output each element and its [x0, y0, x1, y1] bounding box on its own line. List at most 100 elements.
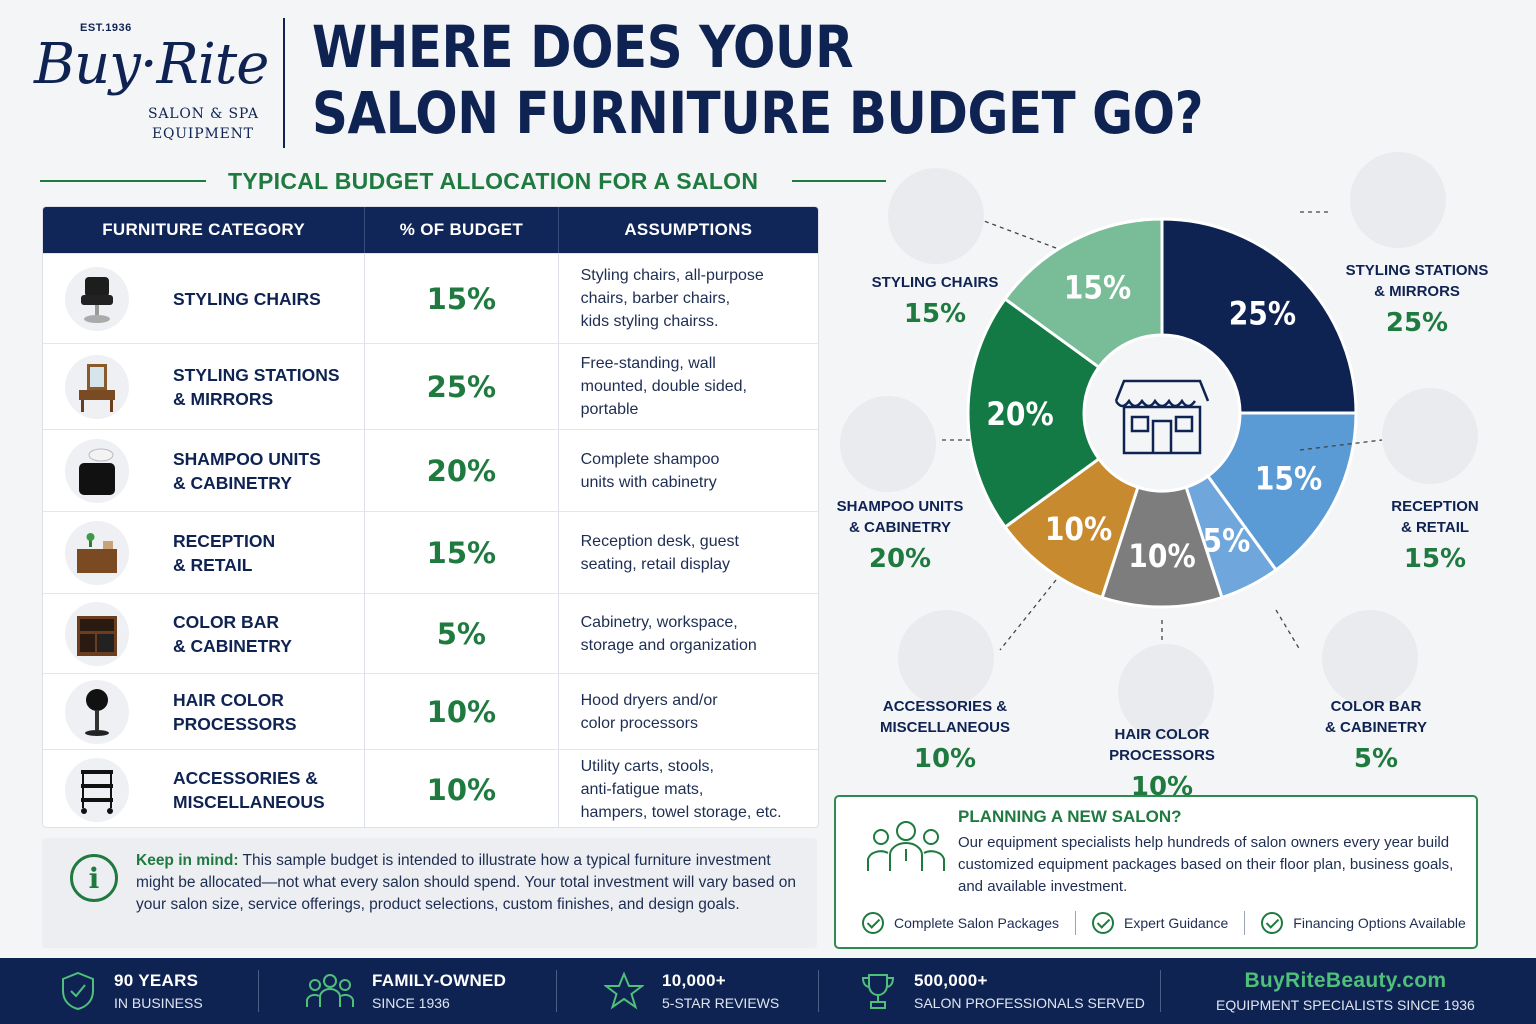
row-percent: 5% [364, 594, 557, 673]
row-percent: 20% [364, 430, 557, 511]
feature-label: Expert Guidance [1124, 915, 1229, 931]
callout-percent: 15% [1403, 544, 1467, 574]
logo: EST.1936 Buy·Rite SALON & SPA EQUIPMENT [34, 18, 269, 148]
feature-label: Financing Options Available [1293, 915, 1466, 931]
row-percent: 10% [364, 674, 557, 749]
donut-slice [966, 296, 1101, 530]
donut-chart-area: 25% 15% 5% 10% 10% 20% 15% STYLING STATIONS & … [830, 150, 1536, 802]
slice-label: 15% [1255, 461, 1322, 498]
callout-image [1350, 152, 1446, 248]
footer-professionals: 500,000+ SALON PROFESSIONALS SERVED [860, 958, 1145, 1024]
page-title-line2: SALON FURNITURE BUDGET GO? [312, 79, 1204, 147]
people-icon [867, 821, 945, 871]
star-icon [604, 971, 644, 1010]
row-assumptions: Reception desk, guest seating, retail di… [557, 512, 818, 593]
callout-percent: 10% [913, 744, 977, 774]
row-category: RECEPTION & RETAIL [173, 530, 276, 575]
footer-divider [1160, 970, 1161, 1012]
footer-divider [818, 970, 819, 1012]
footer-years: 90 YEARS IN BUSINESS [60, 958, 203, 1024]
slice-label: 25% [1229, 296, 1296, 333]
callout-image [1322, 610, 1418, 706]
budget-table: FURNITURE CATEGORY % OF BUDGET ASSUMPTIO… [42, 206, 819, 828]
callout-percent: 5% [1353, 744, 1399, 774]
feature-divider [1075, 911, 1076, 935]
donut-chart: 25%15%5%10%10%20%15% [940, 211, 1383, 651]
header-percent: % OF BUDGET [364, 207, 558, 253]
check-icon [1261, 912, 1284, 934]
footer-reviews-l2: 5-STAR REVIEWS [662, 995, 780, 1011]
page-title: WHERE DOES YOUR SALON FURNITURE BUDGET G… [312, 13, 1204, 147]
table-row: HAIR COLOR PROCESSORS 10% Hood dryers and/… [43, 673, 818, 749]
callout-image [1118, 644, 1214, 740]
callout-label: COLOR BAR & CABINETRY [1325, 698, 1427, 736]
row-assumptions: Cabinetry, workspace, storage and organi… [557, 594, 818, 673]
row-percent: 15% [364, 254, 557, 343]
footer-years-l1: 90 YEARS [114, 971, 199, 990]
row-category: SHAMPOO UNITS & CABINETRY [173, 448, 321, 493]
header-category: FURNITURE CATEGORY [102, 220, 305, 239]
callout-label: SHAMPOO UNITS & CABINETRY [836, 498, 964, 536]
callout-image [840, 396, 936, 492]
logo-est: EST.1936 [80, 22, 132, 34]
footer-reviews-l1: 10,000+ [662, 971, 727, 990]
logo-line1: SALON & SPA [148, 106, 259, 122]
row-percent: 25% [364, 344, 557, 429]
row-assumptions: Complete shampoo units with cabinetry [557, 430, 818, 511]
keep-in-mind-note: i Keep in mind: This sample budget is in… [42, 838, 817, 948]
callout-image [888, 168, 984, 264]
info-icon: i [70, 854, 118, 902]
check-icon [862, 912, 884, 934]
table-row: STYLING CHAIRS 15% Styling chairs, all-pur… [43, 253, 818, 343]
footer-family: FAMILY-OWNED SINCE 1936 [306, 958, 506, 1024]
feature-complete-packages: Complete Salon Packages [862, 912, 1059, 934]
row-category: ACCESSORIES & MISCELLANEOUS [173, 767, 325, 812]
footer-years-l2: IN BUSINESS [114, 995, 203, 1011]
row-category-cell: RECEPTION & RETAIL [43, 512, 364, 593]
planning-features: Complete Salon Packages Expert Guidance … [862, 911, 1466, 935]
heading-rule-left [40, 180, 206, 182]
note-lead: Keep in mind: [136, 852, 239, 869]
donut-slice [1205, 411, 1358, 573]
donut-slice [1002, 217, 1164, 370]
trophy-icon [861, 974, 895, 1009]
table-row: COLOR BAR & CABINETRY 5% Cabinetry, worksp… [43, 593, 818, 673]
website-link[interactable]: BuyRiteBeauty.com [1244, 969, 1447, 992]
row-category-cell: ACCESSORIES & MISCELLANEOUS [43, 750, 364, 827]
heading-rule-right [792, 180, 886, 182]
footer-family-l2: SINCE 1936 [372, 995, 450, 1011]
header-divider [283, 18, 285, 148]
row-category: HAIR COLOR PROCESSORS [173, 689, 297, 734]
callout-image [898, 610, 994, 706]
table-row: ACCESSORIES & MISCELLANEOUS 10% Utility ca… [43, 749, 818, 827]
styling-chair-icon [65, 266, 129, 331]
storefront-icon [1114, 379, 1210, 455]
callout-percent: 15% [903, 299, 967, 329]
callout-percent: 25% [1385, 308, 1449, 338]
logo-brand: Buy·Rite [34, 32, 269, 97]
callout-label: ACCESSORIES & MISCELLANEOUS [879, 698, 1010, 736]
row-percent: 15% [364, 512, 557, 593]
logo-line2: EQUIPMENT [152, 126, 254, 142]
slice-label: 5% [1203, 523, 1251, 560]
row-category-cell: HAIR COLOR PROCESSORS [43, 674, 364, 749]
page-title-line1: WHERE DOES YOUR [312, 13, 854, 81]
callout-label: STYLING CHAIRS [871, 274, 999, 291]
row-assumptions: Styling chairs, all-purpose chairs, barb… [557, 254, 818, 343]
check-icon [1092, 912, 1114, 934]
slice-label: 10% [1045, 511, 1112, 548]
footer-bar: 90 YEARS IN BUSINESS FAMILY-OWNED SINCE 19… [0, 958, 1536, 1024]
family-icon [306, 974, 354, 1007]
planning-body: Our equipment specialists help hundreds … [958, 834, 1454, 895]
callout-label: STYLING STATIONS & MIRRORS [1345, 262, 1489, 300]
row-assumptions: Free-standing, wall mounted, double side… [557, 344, 818, 429]
row-category-cell: STYLING STATIONS & MIRRORS [43, 344, 364, 429]
reception-desk-icon [65, 520, 129, 585]
footer-divider [258, 970, 259, 1012]
table-row: SHAMPOO UNITS & CABINETRY 20% Complete sha… [43, 429, 818, 511]
shampoo-unit-icon [65, 438, 129, 503]
row-assumptions: Utility carts, stools, anti-fatigue mats… [557, 750, 818, 827]
note-text: Keep in mind: This sample budget is inte… [136, 850, 796, 916]
footer-reviews: 10,000+ 5-STAR REVIEWS [604, 958, 779, 1024]
feature-expert-guidance: Expert Guidance [1092, 912, 1228, 934]
